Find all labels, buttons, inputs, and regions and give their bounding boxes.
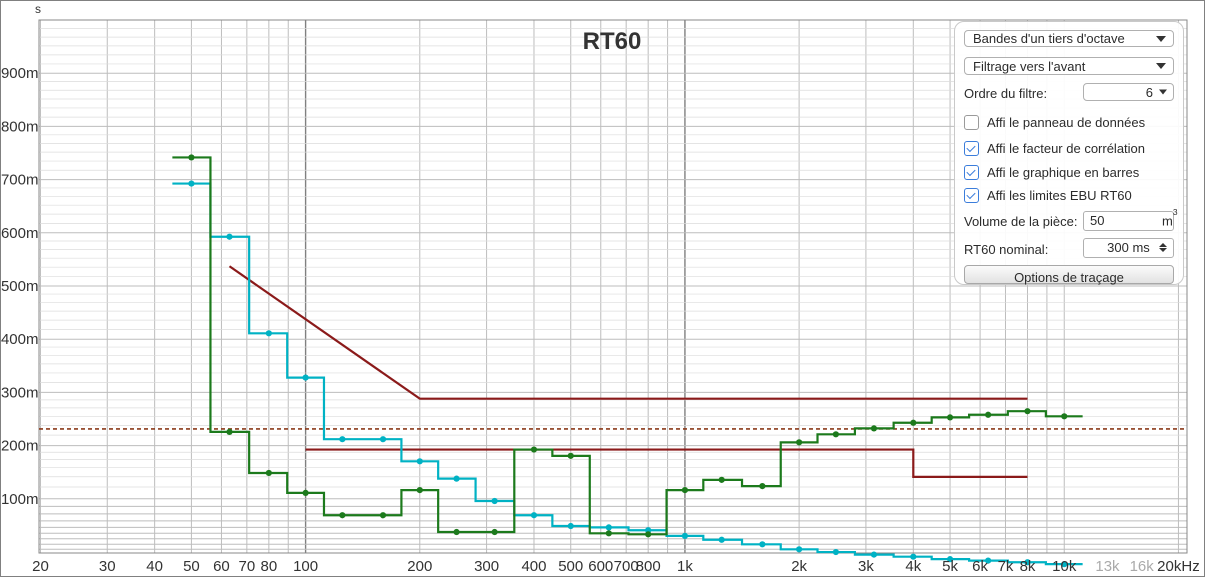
svg-text:300m: 300m [1, 384, 39, 401]
svg-text:400m: 400m [1, 331, 39, 348]
svg-text:400: 400 [521, 558, 546, 575]
svg-text:80: 80 [260, 558, 277, 575]
svg-text:8k: 8k [1020, 558, 1036, 575]
svg-text:RT60: RT60 [583, 28, 642, 55]
svg-text:30: 30 [99, 558, 116, 575]
svg-text:700m: 700m [1, 172, 39, 189]
svg-text:16k: 16k [1130, 558, 1155, 575]
svg-text:20kHz: 20kHz [1157, 558, 1200, 575]
svg-text:13k: 13k [1095, 558, 1120, 575]
svg-text:500m: 500m [1, 278, 39, 295]
svg-text:70: 70 [238, 558, 255, 575]
svg-text:2k: 2k [791, 558, 807, 575]
svg-text:4k: 4k [905, 558, 921, 575]
svg-text:60: 60 [213, 558, 230, 575]
svg-text:300: 300 [474, 558, 499, 575]
svg-text:800: 800 [636, 558, 661, 575]
svg-text:s: s [35, 2, 41, 16]
svg-text:800m: 800m [1, 118, 39, 135]
svg-text:3k: 3k [858, 558, 874, 575]
svg-text:100: 100 [293, 558, 318, 575]
svg-text:6k: 6k [972, 558, 988, 575]
svg-text:1k: 1k [677, 558, 693, 575]
svg-text:10k: 10k [1052, 558, 1077, 575]
svg-text:500: 500 [558, 558, 583, 575]
svg-text:20: 20 [32, 558, 49, 575]
svg-text:200m: 200m [1, 438, 39, 455]
svg-text:7k: 7k [998, 558, 1014, 575]
svg-text:5k: 5k [942, 558, 958, 575]
svg-text:200: 200 [407, 558, 432, 575]
svg-text:600: 600 [588, 558, 613, 575]
svg-text:50: 50 [183, 558, 200, 575]
svg-text:600m: 600m [1, 225, 39, 242]
svg-text:900m: 900m [1, 65, 39, 82]
svg-text:40: 40 [146, 558, 163, 575]
svg-text:100m: 100m [1, 491, 39, 508]
